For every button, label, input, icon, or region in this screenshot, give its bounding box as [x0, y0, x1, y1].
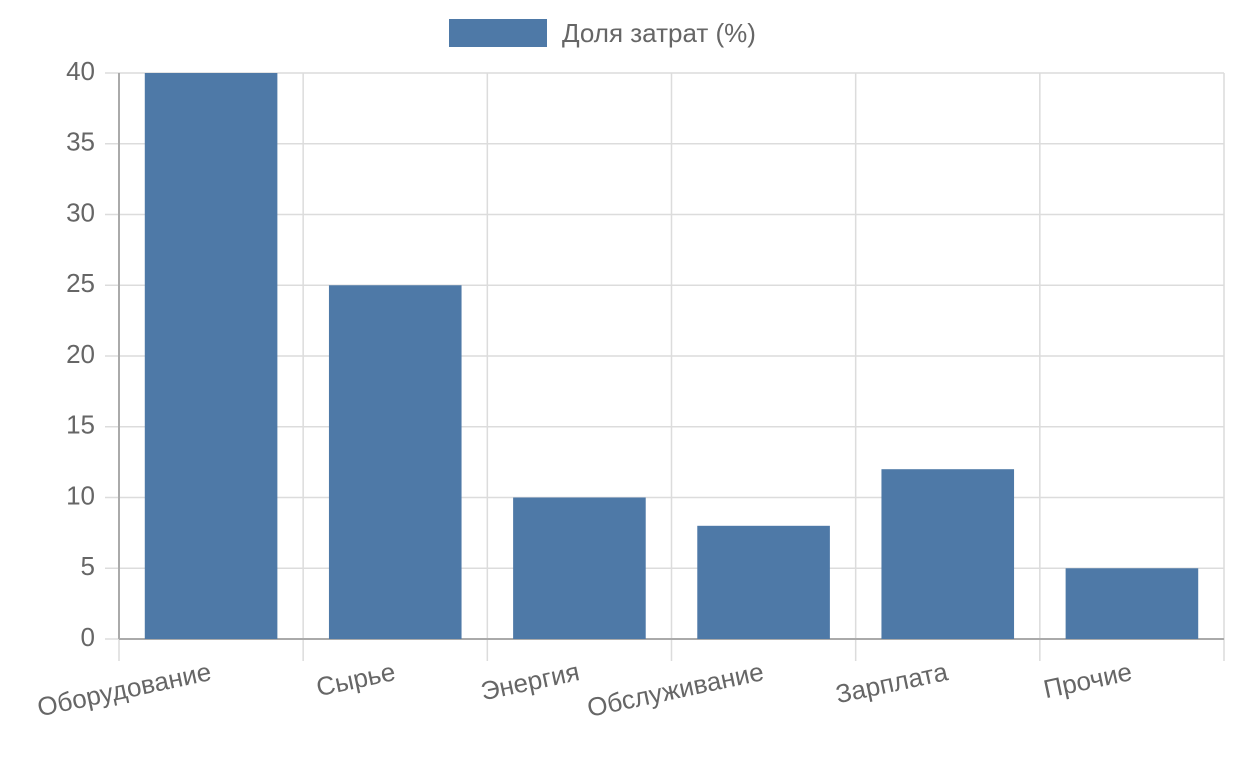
y-tick-label: 10 [66, 480, 95, 510]
x-tick-label: Зарплата [833, 656, 951, 709]
x-tick-label: Оборудование [35, 656, 214, 722]
bar [881, 469, 1015, 639]
y-tick-label: 5 [81, 551, 95, 581]
y-tick-label: 35 [66, 127, 95, 157]
x-tick-label: Сырье [313, 656, 397, 702]
bar [697, 525, 830, 639]
legend-swatch [449, 19, 547, 47]
y-tick-label: 20 [66, 339, 95, 369]
bar [1065, 568, 1199, 639]
x-tick-label: Прочие [1041, 656, 1135, 704]
bar [513, 497, 646, 639]
bar [144, 73, 278, 639]
y-tick-label: 30 [66, 197, 95, 227]
x-tick-label: Энергия [478, 656, 582, 706]
y-tick-label: 0 [81, 622, 95, 652]
legend-label: Доля затрат (%) [562, 18, 756, 48]
y-tick-label: 25 [66, 268, 95, 298]
y-tick-label: 40 [66, 56, 95, 86]
y-tick-label: 15 [66, 410, 95, 440]
x-tick-label: Обслуживание [584, 656, 766, 723]
bar [328, 285, 462, 639]
